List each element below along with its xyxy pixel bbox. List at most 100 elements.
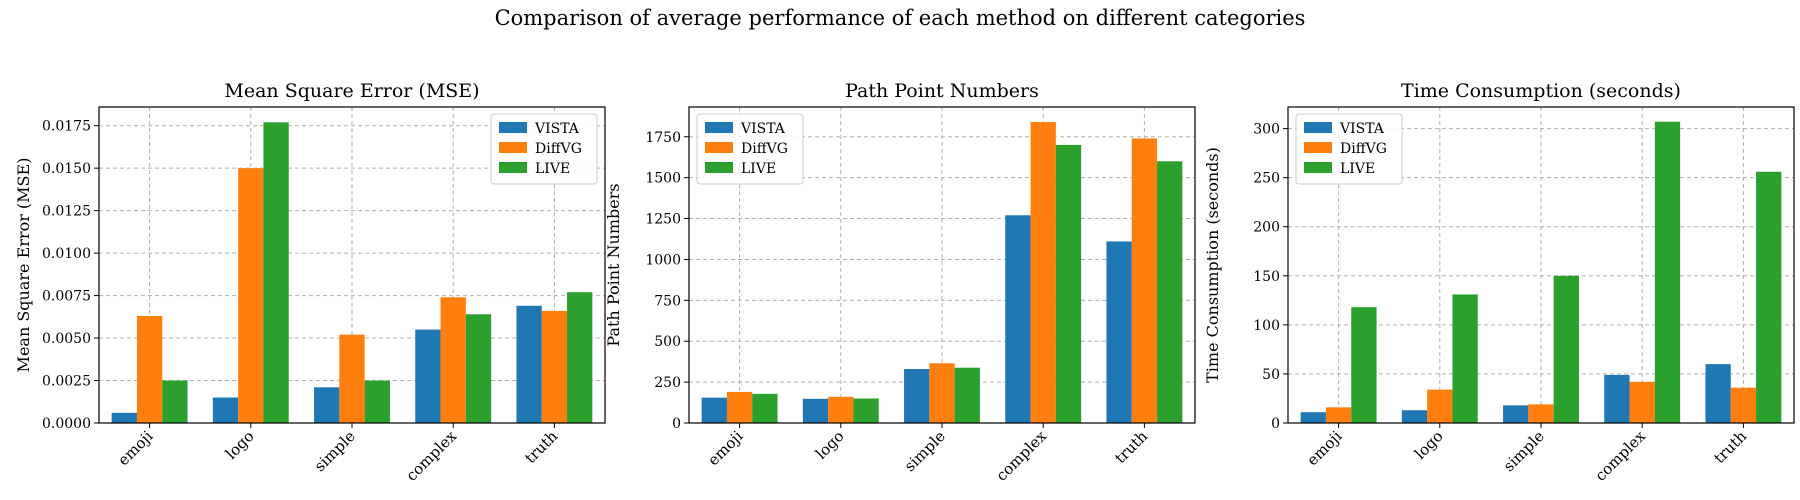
bar-diffvg-complex (1030, 122, 1056, 424)
legend-swatch-live (705, 162, 733, 173)
x-tick-label: complex (992, 427, 1050, 485)
bar-vista-logo (212, 397, 239, 423)
bar-live-emoji (1351, 307, 1377, 423)
bar-vista-emoji (1300, 412, 1326, 423)
bar-live-emoji (162, 380, 188, 423)
legend-swatch-vista (1304, 122, 1332, 133)
x-tick-label: logo (1411, 427, 1447, 463)
x-tick-label: truth (1710, 427, 1750, 467)
bar-vista-complex (1604, 374, 1630, 423)
bar-vista-simple (1503, 405, 1529, 423)
x-tick-label: complex (402, 427, 460, 485)
y-tick-label: 0.0125 (42, 204, 91, 220)
bar-live-logo (1452, 294, 1478, 423)
y-tick-label: 750 (654, 293, 681, 309)
legend-label-live: LIVE (535, 161, 570, 177)
bar-live-truth (567, 292, 593, 423)
y-tick-label: 0 (672, 416, 681, 432)
y-tick-label: 200 (1253, 220, 1280, 236)
bar-vista-truth (1705, 364, 1731, 423)
bar-vista-logo (802, 398, 829, 423)
bar-diffvg-simple (929, 363, 955, 423)
y-tick-label: 150 (1253, 269, 1280, 285)
y-tick-label: 0.0075 (42, 289, 91, 305)
bar-live-truth (1157, 161, 1183, 423)
y-tick-label: 250 (1253, 171, 1280, 187)
chart-title: Path Point Numbers (845, 80, 1039, 102)
legend-swatch-live (499, 162, 527, 173)
bar-live-logo (263, 122, 289, 424)
bar-vista-logo (1401, 410, 1428, 423)
x-tick-label: simple (901, 427, 949, 475)
legend-label-live: LIVE (741, 161, 776, 177)
y-axis-label: Path Point Numbers (604, 183, 623, 346)
legend-label-vista: VISTA (1339, 121, 1385, 137)
bar-diffvg-truth (1131, 138, 1158, 423)
y-tick-label: 1250 (645, 212, 681, 228)
legend-swatch-live (1304, 162, 1332, 173)
x-tick-label: logo (222, 427, 258, 463)
y-tick-label: 1500 (645, 171, 681, 187)
y-tick-label: 50 (1262, 367, 1280, 383)
legend-swatch-diffvg (1304, 142, 1332, 153)
axes-frame (98, 106, 606, 424)
bar-vista-simple (314, 387, 340, 423)
y-tick-label: 100 (1253, 318, 1280, 334)
bar-diffvg-complex (440, 297, 466, 423)
y-tick-label: 1000 (645, 252, 681, 268)
legend-swatch-diffvg (705, 142, 733, 153)
legend-swatch-vista (705, 122, 733, 133)
bar-live-complex (1055, 144, 1082, 423)
y-tick-label: 0.0175 (42, 119, 91, 135)
legend-swatch-vista (499, 122, 527, 133)
y-tick-label: 0.0100 (42, 246, 91, 262)
legend-label-vista: VISTA (534, 121, 580, 137)
legend-label-diffvg: DiffVG (741, 141, 788, 157)
bar-diffvg-complex (1629, 381, 1655, 423)
axes-frame (1287, 106, 1795, 424)
bar-vista-truth (516, 305, 542, 423)
x-tick-label: truth (521, 427, 561, 467)
y-tick-label: 0.0000 (42, 416, 91, 432)
bar-diffvg-emoji (1325, 407, 1352, 423)
bar-live-truth (1756, 171, 1782, 423)
bar-vista-complex (415, 329, 441, 423)
y-tick-label: 1750 (645, 130, 681, 146)
bar-diffvg-truth (1730, 387, 1757, 423)
bar-diffvg-truth (541, 310, 568, 423)
bar-diffvg-emoji (726, 391, 753, 423)
y-tick-label: 0.0025 (42, 374, 91, 390)
bar-live-emoji (752, 393, 778, 423)
legend-label-live: LIVE (1340, 161, 1375, 177)
bar-live-simple (364, 380, 390, 423)
bar-vista-simple (904, 369, 930, 423)
chart-title: Mean Square Error (MSE) (224, 80, 479, 102)
legend-label-diffvg: DiffVG (535, 141, 582, 157)
legend-label-vista: VISTA (740, 121, 786, 137)
bar-vista-truth (1106, 241, 1132, 423)
legend-swatch-diffvg (499, 142, 527, 153)
x-tick-label: truth (1111, 427, 1151, 467)
bar-vista-complex (1005, 215, 1031, 423)
x-tick-label: emoji (704, 427, 746, 469)
y-tick-label: 250 (654, 375, 681, 391)
chart-title: Time Consumption (seconds) (1401, 80, 1681, 102)
bar-live-complex (465, 314, 492, 423)
y-tick-label: 0 (1271, 416, 1280, 432)
bar-live-complex (1654, 121, 1681, 424)
x-tick-label: emoji (114, 427, 156, 469)
bar-diffvg-simple (339, 334, 365, 423)
bar-diffvg-emoji (136, 315, 163, 423)
x-tick-label: emoji (1303, 427, 1345, 469)
figure-suptitle: Comparison of average performance of eac… (494, 6, 1306, 30)
x-tick-label: complex (1591, 427, 1649, 485)
legend-label-diffvg: DiffVG (1340, 141, 1387, 157)
bar-diffvg-logo (238, 168, 264, 423)
x-tick-label: simple (311, 427, 359, 475)
bar-diffvg-logo (828, 396, 854, 423)
bar-diffvg-logo (1427, 389, 1453, 423)
bar-vista-emoji (111, 412, 137, 423)
bar-live-logo (853, 398, 879, 423)
y-tick-label: 0.0150 (42, 161, 91, 177)
